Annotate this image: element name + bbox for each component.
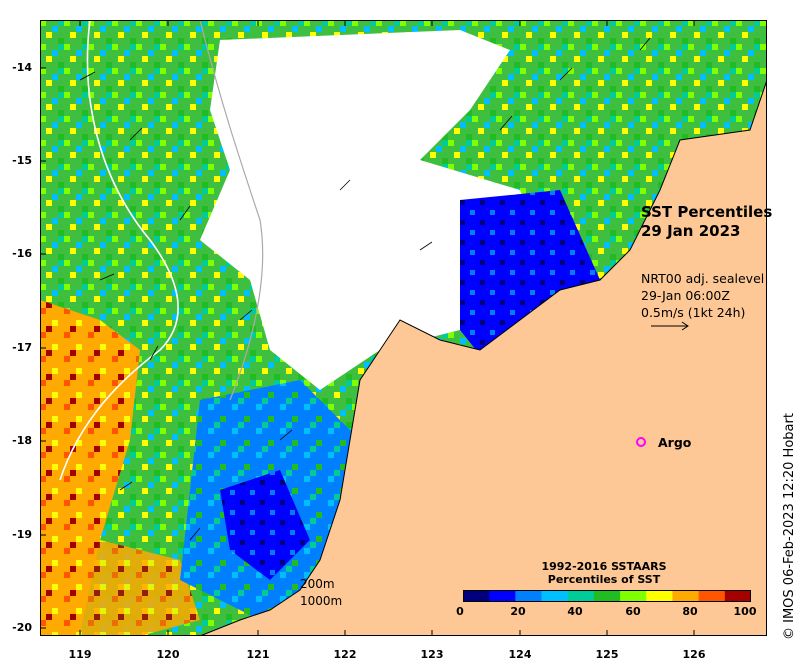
colorbar-tick: 100 <box>733 605 757 618</box>
colorbar-swatch <box>724 590 751 602</box>
colorbar-swatch <box>567 590 595 602</box>
argo-float-icon[interactable] <box>636 437 646 447</box>
lat-label: -18 <box>12 434 32 447</box>
colorbar-swatch <box>541 590 569 602</box>
argo-label: Argo <box>658 435 692 450</box>
colorbar-swatch <box>489 590 516 602</box>
map-title-main: SST Percentiles <box>641 203 773 221</box>
colorbar-swatch <box>620 590 647 602</box>
credit-text: © IMOS 06-Feb-2023 12:20 Hobart <box>782 413 797 640</box>
warm-anomaly-sw <box>80 540 200 636</box>
lon-label: 125 <box>595 648 619 661</box>
colorbar-swatch <box>698 590 726 602</box>
lon-label: 122 <box>333 648 357 661</box>
map-title-date: 29 Jan 2023 <box>641 222 741 240</box>
colorbar-swatch <box>463 590 490 602</box>
isobath-1000m-label: 1000m <box>300 594 343 608</box>
vector-source: NRT00 adj. sealevel <box>641 271 765 286</box>
colorbar-title-source: 1992-2016 SSTAARS <box>541 560 667 573</box>
isobath-1000m <box>59 20 179 481</box>
lat-label: -19 <box>12 528 32 541</box>
colorbar <box>463 590 751 602</box>
lat-label: -17 <box>12 341 32 354</box>
lon-label: 124 <box>508 648 532 661</box>
colorbar-tick: 60 <box>625 605 641 618</box>
colorbar-swatch <box>593 590 621 602</box>
land <box>199 79 767 636</box>
colorbar-title-var: Percentiles of SST <box>547 573 661 586</box>
vector-scale: 0.5m/s (1kt 24h) <box>641 305 746 320</box>
warm-anomaly-west <box>40 300 140 636</box>
colorbar-title: 1992-2016 SSTAARS Percentiles of SST <box>463 560 745 586</box>
cool-anomaly-coast <box>220 470 310 580</box>
lon-label: 123 <box>420 648 444 661</box>
lat-label: -16 <box>12 247 32 260</box>
current-vectors <box>79 37 651 541</box>
isobath-200m <box>199 20 264 401</box>
colorbar-tick: 20 <box>510 605 526 618</box>
lat-label: -14 <box>12 61 32 74</box>
lon-label: 126 <box>682 648 706 661</box>
colorbar-swatch <box>646 590 673 602</box>
map-title: SST Percentiles 29 Jan 2023 <box>641 203 772 241</box>
lon-label: 119 <box>68 648 92 661</box>
lat-label: -15 <box>12 154 32 167</box>
colorbar-swatch <box>515 590 543 602</box>
colorbar-tick: 80 <box>682 605 698 618</box>
colorbar-tick: 0 <box>456 605 464 618</box>
vector-legend: NRT00 adj. sealevel 29-Jan 06:00Z 0.5m/s… <box>641 270 764 321</box>
isobath-200m-label: 200m <box>300 577 335 591</box>
sst-map <box>40 20 767 636</box>
colorbar-swatch <box>672 590 700 602</box>
lon-label: 121 <box>246 648 270 661</box>
vector-time: 29-Jan 06:00Z <box>641 288 730 303</box>
lat-label: -20 <box>12 621 32 634</box>
colorbar-tick: 40 <box>567 605 583 618</box>
vector-scale-arrow <box>651 321 689 331</box>
cloud-cover <box>200 30 540 390</box>
lon-label: 120 <box>156 648 180 661</box>
